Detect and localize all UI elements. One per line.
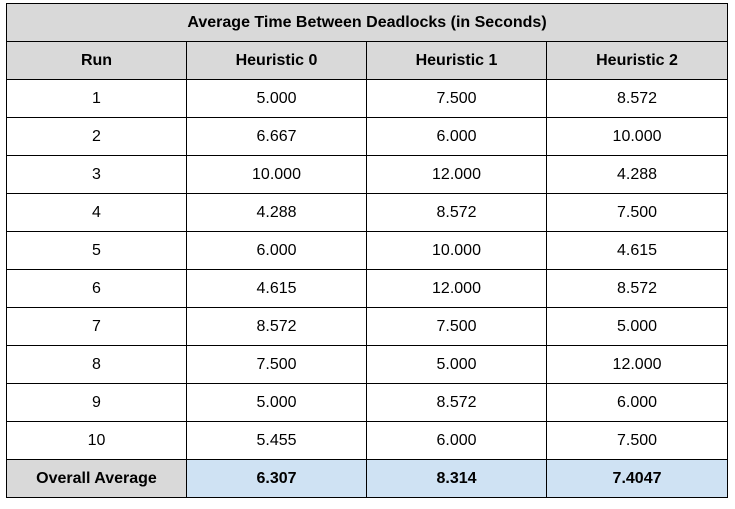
- table-title-row: Average Time Between Deadlocks (in Secon…: [5, 3, 729, 42]
- heuristic-0-cell: 5.455: [186, 421, 367, 460]
- run-number-cell: 6: [6, 269, 187, 308]
- table-row: 10 5.455 6.000 7.500: [6, 421, 729, 460]
- heuristic-0-cell: 7.500: [186, 345, 367, 384]
- table-body: 1 5.000 7.500 8.572 2 6.667 6.000 10.000 3 10.000…: [6, 79, 729, 460]
- heuristic-1-cell: 7.500: [366, 307, 547, 346]
- heuristic-2-cell: 8.572: [545, 79, 729, 118]
- table-header-row: Run Heuristic 0 Heuristic 1 Heuristic 2: [6, 41, 729, 80]
- table-row: 9 5.000 8.572 6.000: [6, 383, 729, 422]
- run-number-cell: 2: [6, 117, 187, 156]
- heuristic-1-cell: 10.000: [366, 231, 547, 270]
- heuristic-1-cell: 12.000: [366, 155, 547, 194]
- heuristic-2-cell: 5.000: [545, 307, 729, 346]
- heuristic-2-cell: 7.500: [545, 421, 729, 460]
- column-header-run: Run: [6, 41, 187, 80]
- heuristic-0-cell: 10.000: [186, 155, 367, 194]
- overall-average-heuristic-1: 8.314: [366, 459, 547, 498]
- table-title: Average Time Between Deadlocks (in Secon…: [5, 3, 729, 42]
- heuristic-0-cell: 6.000: [186, 231, 367, 270]
- deadlock-table-container: Average Time Between Deadlocks (in Secon…: [5, 3, 729, 498]
- heuristic-0-cell: 5.000: [186, 79, 367, 118]
- heuristic-2-cell: 12.000: [545, 345, 729, 384]
- overall-average-row: Overall Average 6.307 8.314 7.4047: [6, 459, 729, 498]
- column-header-heuristic-0: Heuristic 0: [186, 41, 367, 80]
- run-number-cell: 9: [6, 383, 187, 422]
- run-number-cell: 5: [6, 231, 187, 270]
- table-row: 7 8.572 7.500 5.000: [6, 307, 729, 346]
- table-row: 3 10.000 12.000 4.288: [6, 155, 729, 194]
- run-number-cell: 4: [6, 193, 187, 232]
- heuristic-1-cell: 7.500: [366, 79, 547, 118]
- run-number-cell: 10: [6, 421, 187, 460]
- heuristic-1-cell: 8.572: [366, 193, 547, 232]
- heuristic-1-cell: 12.000: [366, 269, 547, 308]
- table-row: 5 6.000 10.000 4.615: [6, 231, 729, 270]
- overall-average-label: Overall Average: [6, 459, 187, 498]
- run-number-cell: 7: [6, 307, 187, 346]
- heuristic-1-cell: 8.572: [366, 383, 547, 422]
- deadlock-times-table: Average Time Between Deadlocks (in Secon…: [5, 3, 729, 498]
- heuristic-1-cell: 6.000: [366, 421, 547, 460]
- table-row: 4 4.288 8.572 7.500: [6, 193, 729, 232]
- overall-average-heuristic-2: 7.4047: [545, 459, 729, 498]
- heuristic-0-cell: 5.000: [186, 383, 367, 422]
- heuristic-2-cell: 6.000: [545, 383, 729, 422]
- heuristic-2-cell: 8.572: [545, 269, 729, 308]
- table-row: 1 5.000 7.500 8.572: [6, 79, 729, 118]
- heuristic-2-cell: 10.000: [545, 117, 729, 156]
- heuristic-0-cell: 6.667: [186, 117, 367, 156]
- heuristic-2-cell: 4.615: [545, 231, 729, 270]
- run-number-cell: 8: [6, 345, 187, 384]
- run-number-cell: 1: [6, 79, 187, 118]
- column-header-heuristic-1: Heuristic 1: [366, 41, 547, 80]
- table-row: 6 4.615 12.000 8.572: [6, 269, 729, 308]
- heuristic-2-cell: 7.500: [545, 193, 729, 232]
- heuristic-0-cell: 4.615: [186, 269, 367, 308]
- run-number-cell: 3: [6, 155, 187, 194]
- heuristic-1-cell: 6.000: [366, 117, 547, 156]
- heuristic-1-cell: 5.000: [366, 345, 547, 384]
- heuristic-0-cell: 8.572: [186, 307, 367, 346]
- heuristic-0-cell: 4.288: [186, 193, 367, 232]
- table-row: 2 6.667 6.000 10.000: [6, 117, 729, 156]
- heuristic-2-cell: 4.288: [545, 155, 729, 194]
- table-row: 8 7.500 5.000 12.000: [6, 345, 729, 384]
- column-header-heuristic-2: Heuristic 2: [545, 41, 729, 80]
- overall-average-heuristic-0: 6.307: [186, 459, 367, 498]
